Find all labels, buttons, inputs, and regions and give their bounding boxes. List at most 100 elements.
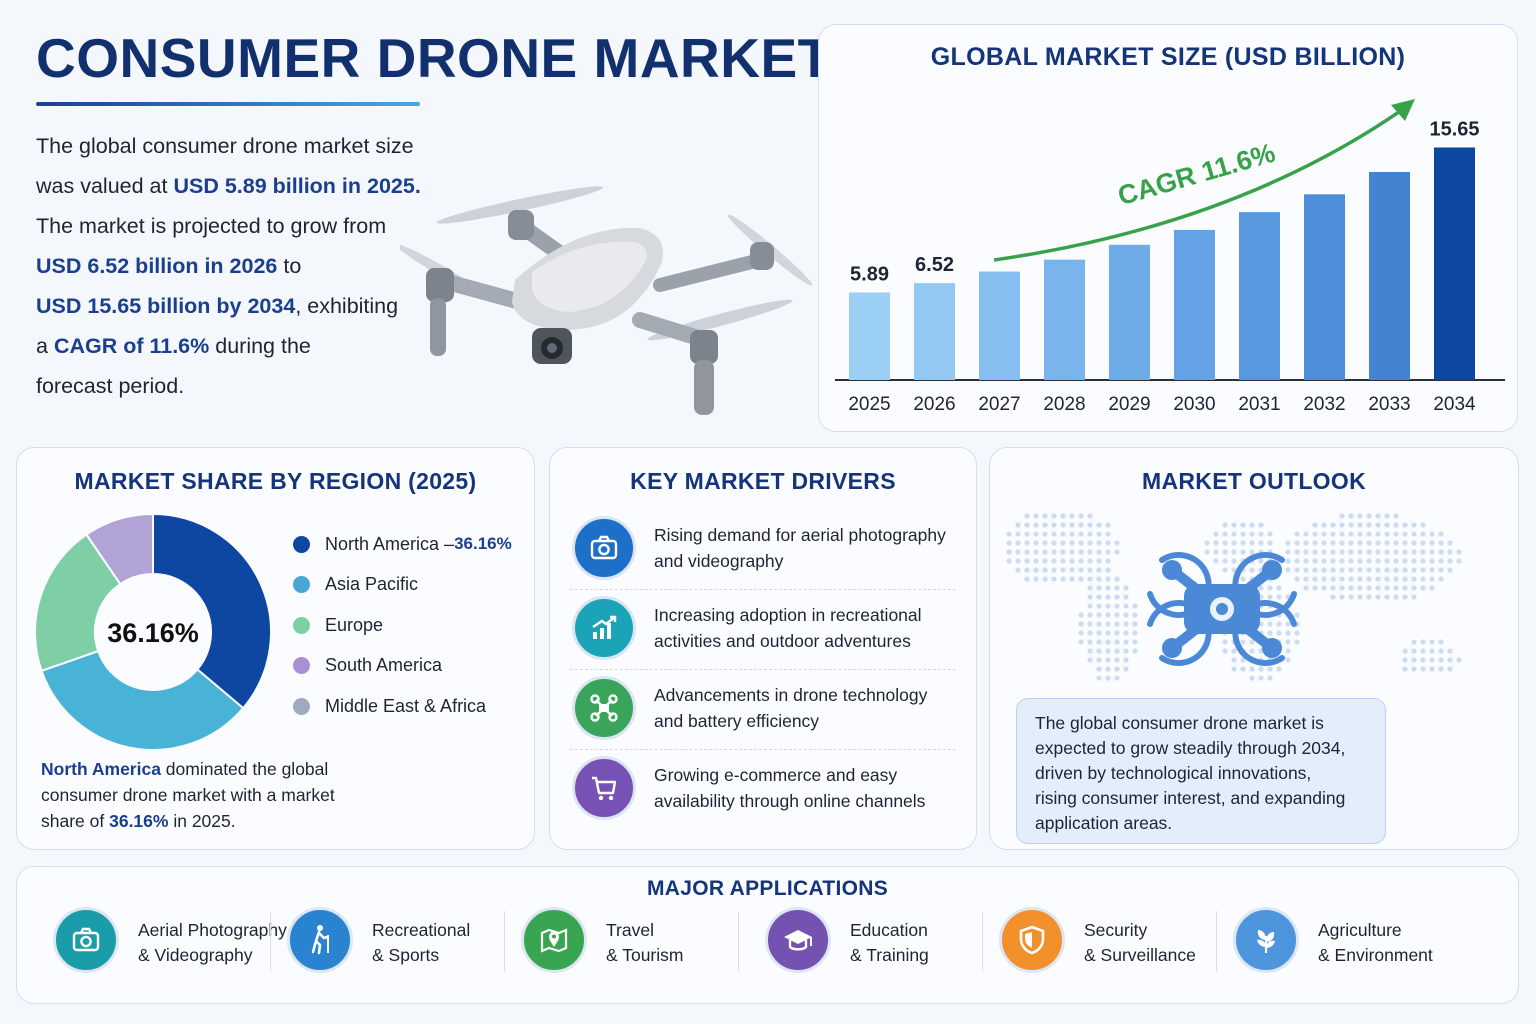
map-dot (1321, 585, 1327, 591)
map-dot (1366, 549, 1372, 555)
map-dot (1357, 549, 1363, 555)
drivers-title: KEY MARKET DRIVERS (630, 468, 896, 494)
cagr-arrow-head (1391, 99, 1415, 121)
map-dot (1240, 639, 1246, 645)
tick-label-2030: 2030 (1173, 394, 1215, 415)
map-dot (1375, 549, 1381, 555)
map-dot (1222, 567, 1228, 573)
application-label: Security & Surveillance (1084, 918, 1196, 968)
map-dot (1222, 648, 1228, 654)
outlook-line: expected to grow steadily through 2034, (1035, 738, 1346, 758)
map-dot (1384, 531, 1390, 537)
map-dot (1303, 567, 1309, 573)
map-dot (1393, 513, 1399, 519)
application-line: Agriculture (1318, 920, 1402, 940)
map-dot (1249, 567, 1255, 573)
map-dot (1348, 540, 1354, 546)
slice-europe (35, 533, 122, 673)
map-dot (1339, 540, 1345, 546)
outlook-line: rising consumer interest, and expanding (1035, 788, 1346, 808)
map-dot (1024, 567, 1030, 573)
bar-2025 (849, 292, 890, 380)
map-dot (1366, 585, 1372, 591)
tick-label-2031: 2031 (1238, 394, 1280, 415)
map-dot (1285, 630, 1291, 636)
map-dot (1438, 531, 1444, 537)
map-dot (1447, 558, 1453, 564)
map-dot (1114, 666, 1120, 672)
map-dot (1060, 549, 1066, 555)
driver-text: Growing e-commerce and easy availability … (654, 762, 925, 814)
map-dot (1312, 531, 1318, 537)
driver-text: Advancements in drone technology and batt… (654, 682, 927, 734)
map-dot (1366, 522, 1372, 528)
map-dot (1303, 576, 1309, 582)
map-dot (1096, 585, 1102, 591)
map-dot (1447, 657, 1453, 663)
map-dot (1249, 675, 1255, 681)
tick-label-2034: 2034 (1433, 394, 1476, 415)
map-dot (1060, 558, 1066, 564)
map-dot (1285, 657, 1291, 663)
map-dot (1096, 558, 1102, 564)
map-dot (1105, 558, 1111, 564)
map-dot (1312, 549, 1318, 555)
legend-swatch (293, 616, 310, 634)
map-dot (1420, 585, 1426, 591)
map-dot (1447, 666, 1453, 672)
map-dot (1042, 540, 1048, 546)
map-dot (1033, 558, 1039, 564)
map-dot (1078, 630, 1084, 636)
map-dot (1132, 639, 1138, 645)
map-dot (1123, 639, 1129, 645)
map-dot (1294, 549, 1300, 555)
map-dot (1438, 567, 1444, 573)
application-label: Travel & Tourism (606, 918, 683, 968)
application-line: Education (850, 920, 928, 940)
map-dot (1375, 585, 1381, 591)
map-dot (1096, 594, 1102, 600)
map-dot (1132, 621, 1138, 627)
map-dot (1456, 558, 1462, 564)
map-dot (1393, 585, 1399, 591)
driver-item: Growing e-commerce and easy availability … (570, 750, 956, 830)
map-dot (1123, 657, 1129, 663)
map-dot (1429, 585, 1435, 591)
map-dot (1087, 567, 1093, 573)
cagr-arrow (993, 103, 1411, 262)
map-dot (1051, 540, 1057, 546)
map-dot (1114, 657, 1120, 663)
map-dot (1087, 639, 1093, 645)
map-dot (1060, 576, 1066, 582)
map-dot (1051, 513, 1057, 519)
map-dot (1402, 666, 1408, 672)
map-dot (1420, 639, 1426, 645)
map-dot (1213, 558, 1219, 564)
map-dot (1132, 630, 1138, 636)
text-line: was valued at USD 5.89 billion in 2025. (36, 166, 456, 206)
highlight-text: USD 6.52 billion in 2026 (36, 254, 278, 278)
bar-2028 (1044, 259, 1085, 380)
map-dot (1384, 540, 1390, 546)
map-dot (1249, 648, 1255, 654)
map-dot (1033, 522, 1039, 528)
map-dot (1024, 522, 1030, 528)
map-dot (1438, 549, 1444, 555)
map-dot (1024, 513, 1030, 519)
map-dot (1438, 648, 1444, 654)
map-dot (1384, 594, 1390, 600)
market-size-chart: 2025 5.89 2026 6.52 2027 2028 2029 2030 2031 2032… (835, 99, 1505, 415)
map-dot (1303, 540, 1309, 546)
map-dot (1060, 522, 1066, 528)
map-dot (1213, 531, 1219, 537)
map-dot (1231, 666, 1237, 672)
map-dot (1222, 558, 1228, 564)
map-dot (1033, 513, 1039, 519)
map-dot (1366, 567, 1372, 573)
text-line: a CAGR of 11.6% during the (36, 326, 456, 366)
map-dot (1249, 549, 1255, 555)
map-dot (1420, 666, 1426, 672)
map-dot (1402, 531, 1408, 537)
map-dot (1042, 558, 1048, 564)
outlook-line: The global consumer drone market is (1035, 713, 1324, 733)
